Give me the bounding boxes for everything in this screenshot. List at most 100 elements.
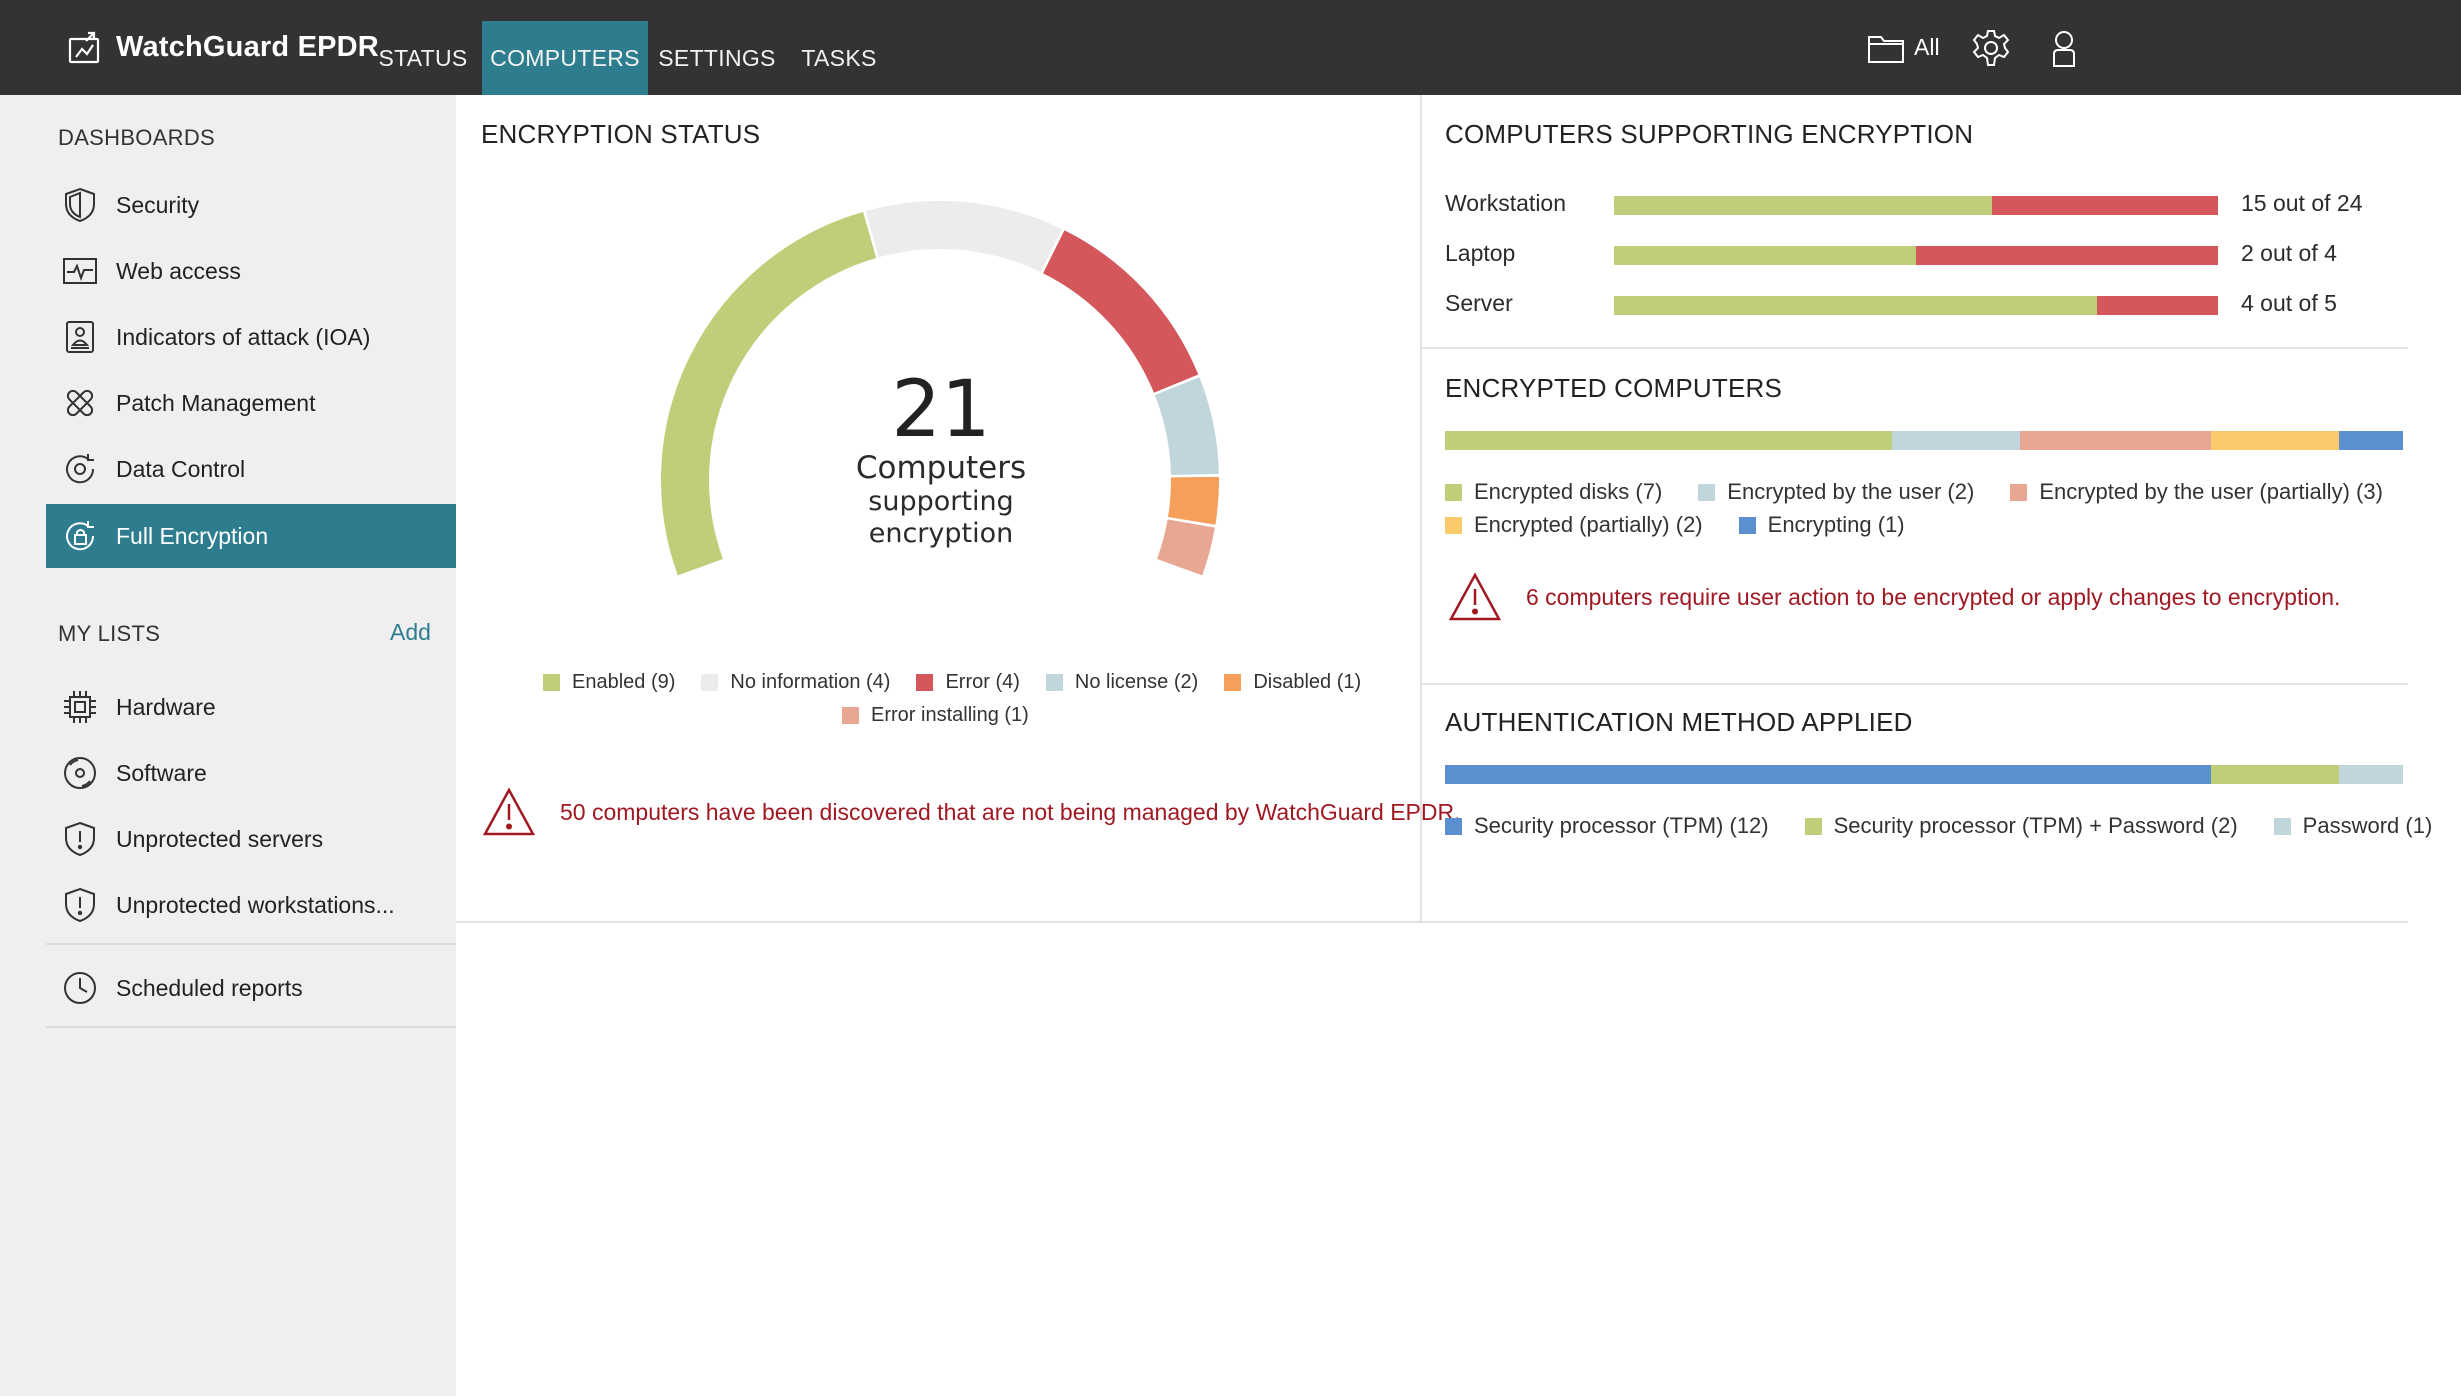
legend-swatch <box>1738 516 1756 534</box>
encryption-status-gauge <box>661 201 1219 576</box>
gauge-segment-no-license[interactable] <box>1154 377 1219 476</box>
sidebar-item-software[interactable]: Software <box>46 741 456 805</box>
bar-segment-security-processor-tpm[interactable] <box>1445 765 2212 784</box>
sidebar-item-label: Software <box>116 759 207 786</box>
sidebar-item-label: Security <box>116 191 200 218</box>
shield-alert-icon <box>60 885 100 925</box>
logo-icon <box>68 31 100 63</box>
gauge-label: Computers <box>855 450 1027 486</box>
user-icon <box>2053 30 2075 67</box>
bar-segment-security-processor-tpm-password[interactable] <box>2211 765 2340 784</box>
legend-item-error[interactable]: Error (4) <box>916 671 1020 694</box>
panel-divider <box>1420 95 1422 923</box>
user-button[interactable] <box>2044 0 2084 95</box>
panel-divider <box>1422 347 2408 349</box>
support-bar-unsupported <box>1916 246 2218 265</box>
legend-item-encrypted-by-user[interactable]: Encrypted by the user (2) <box>1698 479 1974 505</box>
filter-button[interactable]: All <box>1866 0 1940 95</box>
sidebar-item-unprotected-workstations[interactable]: Unprotected workstations... <box>46 873 456 937</box>
legend-label: Password (1) <box>2302 813 2433 838</box>
my-lists-header: MY LISTS <box>58 621 161 646</box>
add-list-link[interactable]: Add <box>390 619 431 645</box>
tab-status[interactable]: STATUS <box>378 44 468 71</box>
legend-item-disabled[interactable]: Disabled (1) <box>1224 671 1361 694</box>
legend-item-encrypting[interactable]: Encrypting (1) <box>1738 512 1905 538</box>
support-row-value: 2 out of 4 <box>2241 240 2337 266</box>
bar-segment-encrypted-by-the-user[interactable] <box>1892 431 2020 450</box>
gauge-segment-disabled[interactable] <box>1167 476 1219 525</box>
legend-item-encrypted-by-user-partially[interactable]: Encrypted by the user (partially) (3) <box>2010 479 2383 505</box>
legend-item-encrypted-partially[interactable]: Encrypted (partially) (2) <box>1445 512 1703 538</box>
legend-swatch <box>543 674 560 691</box>
sidebar-item-web-access[interactable]: Web access <box>46 239 456 303</box>
legend-swatch <box>1804 817 1822 835</box>
sidebar-item-label: Hardware <box>116 693 216 720</box>
computers-supporting-title: COMPUTERS SUPPORTING ENCRYPTION <box>1445 119 1974 149</box>
tab-computers[interactable]: COMPUTERS <box>482 21 648 95</box>
support-bar <box>1614 296 2218 315</box>
data-control-icon <box>60 449 100 489</box>
warning-icon <box>482 787 536 836</box>
tab-settings[interactable]: SETTINGS <box>658 44 776 71</box>
alert-text: 50 computers have been discovered that a… <box>560 798 1461 825</box>
support-bar-unsupported <box>2097 296 2218 315</box>
bar-segment-encrypting[interactable] <box>2339 431 2403 450</box>
sidebar-item-label: Data Control <box>116 455 246 482</box>
legend-item-tpm[interactable]: Security processor (TPM) (12) <box>1445 813 1769 839</box>
bar-segment-password[interactable] <box>2339 765 2403 784</box>
sidebar-item-patch-management[interactable]: Patch Management <box>46 371 456 435</box>
sidebar-divider <box>46 1026 456 1028</box>
auth-method-bar <box>1445 765 2403 784</box>
sidebar-item-full-encryption[interactable]: Full Encryption <box>46 504 456 568</box>
sidebar-item-security[interactable]: Security <box>46 173 456 237</box>
legend-item-encrypted-disks[interactable]: Encrypted disks (7) <box>1445 479 1662 505</box>
legend-label: Encrypted disks (7) <box>1474 479 1663 504</box>
gauge-legend: Error installing (1) <box>842 704 1029 727</box>
sidebar-item-label: Web access <box>116 257 241 284</box>
legend-item-enabled[interactable]: Enabled (9) <box>543 671 675 694</box>
support-row-workstation[interactable]: Workstation 15 out of 24 <box>1445 186 2405 220</box>
unmanaged-computers-alert[interactable]: 50 computers have been discovered that a… <box>482 787 1461 837</box>
ioa-icon <box>60 317 100 357</box>
gauge-segment-no-information[interactable] <box>865 201 1062 273</box>
chip-icon <box>60 687 100 727</box>
panel-divider <box>1422 683 2408 685</box>
sidebar-item-ioa[interactable]: Indicators of attack (IOA) <box>46 305 456 369</box>
settings-button[interactable] <box>1971 0 2011 95</box>
sidebar-item-unprotected-servers[interactable]: Unprotected servers <box>46 807 456 871</box>
legend-swatch <box>2010 483 2028 501</box>
tab-tasks[interactable]: TASKS <box>801 44 877 71</box>
gauge-segment-error[interactable] <box>1042 230 1199 394</box>
user-action-alert[interactable]: 6 computers require user action to be en… <box>1448 572 2340 622</box>
sidebar-item-scheduled-reports[interactable]: Scheduled reports <box>46 956 456 1020</box>
legend-item-error-installing[interactable]: Error installing (1) <box>842 704 1029 727</box>
legend-item-no-information[interactable]: No information (4) <box>701 671 890 694</box>
auth-method-title: AUTHENTICATION METHOD APPLIED <box>1445 707 1913 737</box>
legend-label: No license (2) <box>1074 671 1199 693</box>
support-row-value: 15 out of 24 <box>2241 190 2363 216</box>
encrypted-computers-bar <box>1445 431 2403 450</box>
sidebar-item-hardware[interactable]: Hardware <box>46 675 456 739</box>
bar-segment-encrypted-disks[interactable] <box>1445 431 1893 450</box>
legend-swatch <box>1045 674 1063 691</box>
support-row-label: Workstation <box>1445 190 1567 216</box>
support-row-laptop[interactable]: Laptop 2 out of 4 <box>1445 236 2405 270</box>
legend-item-no-license[interactable]: No license (2) <box>1045 671 1199 694</box>
gauge-segment-error-installing[interactable] <box>1156 518 1215 576</box>
gauge-label: encryption <box>868 518 1014 549</box>
legend-item-tpm-password[interactable]: Security processor (TPM) + Password (2) <box>1804 813 2238 839</box>
support-row-server[interactable]: Server 4 out of 5 <box>1445 286 2405 320</box>
auth-legend: Security processor (TPM) (12) Security p… <box>1445 813 2432 839</box>
sidebar-divider <box>46 943 456 945</box>
legend-swatch <box>1445 516 1462 534</box>
bar-segment-encrypted-partially[interactable] <box>2211 431 2340 450</box>
legend-item-password[interactable]: Password (1) <box>2273 813 2433 839</box>
sidebar-item-data-control[interactable]: Data Control <box>46 437 456 501</box>
top-bar: WatchGuard EPDR STATUS COMPUTERS SETTING… <box>0 0 2461 95</box>
gauge-segment-enabled[interactable] <box>661 211 877 576</box>
bar-segment-encrypted-by-the-user-partially[interactable] <box>2019 431 2212 450</box>
brand[interactable]: WatchGuard EPDR <box>66 0 379 95</box>
sidebar-item-label: Scheduled reports <box>116 974 303 1001</box>
shield-alert-icon <box>60 819 100 859</box>
gauge-center: 21 Computers supporting encryption <box>836 370 1046 550</box>
